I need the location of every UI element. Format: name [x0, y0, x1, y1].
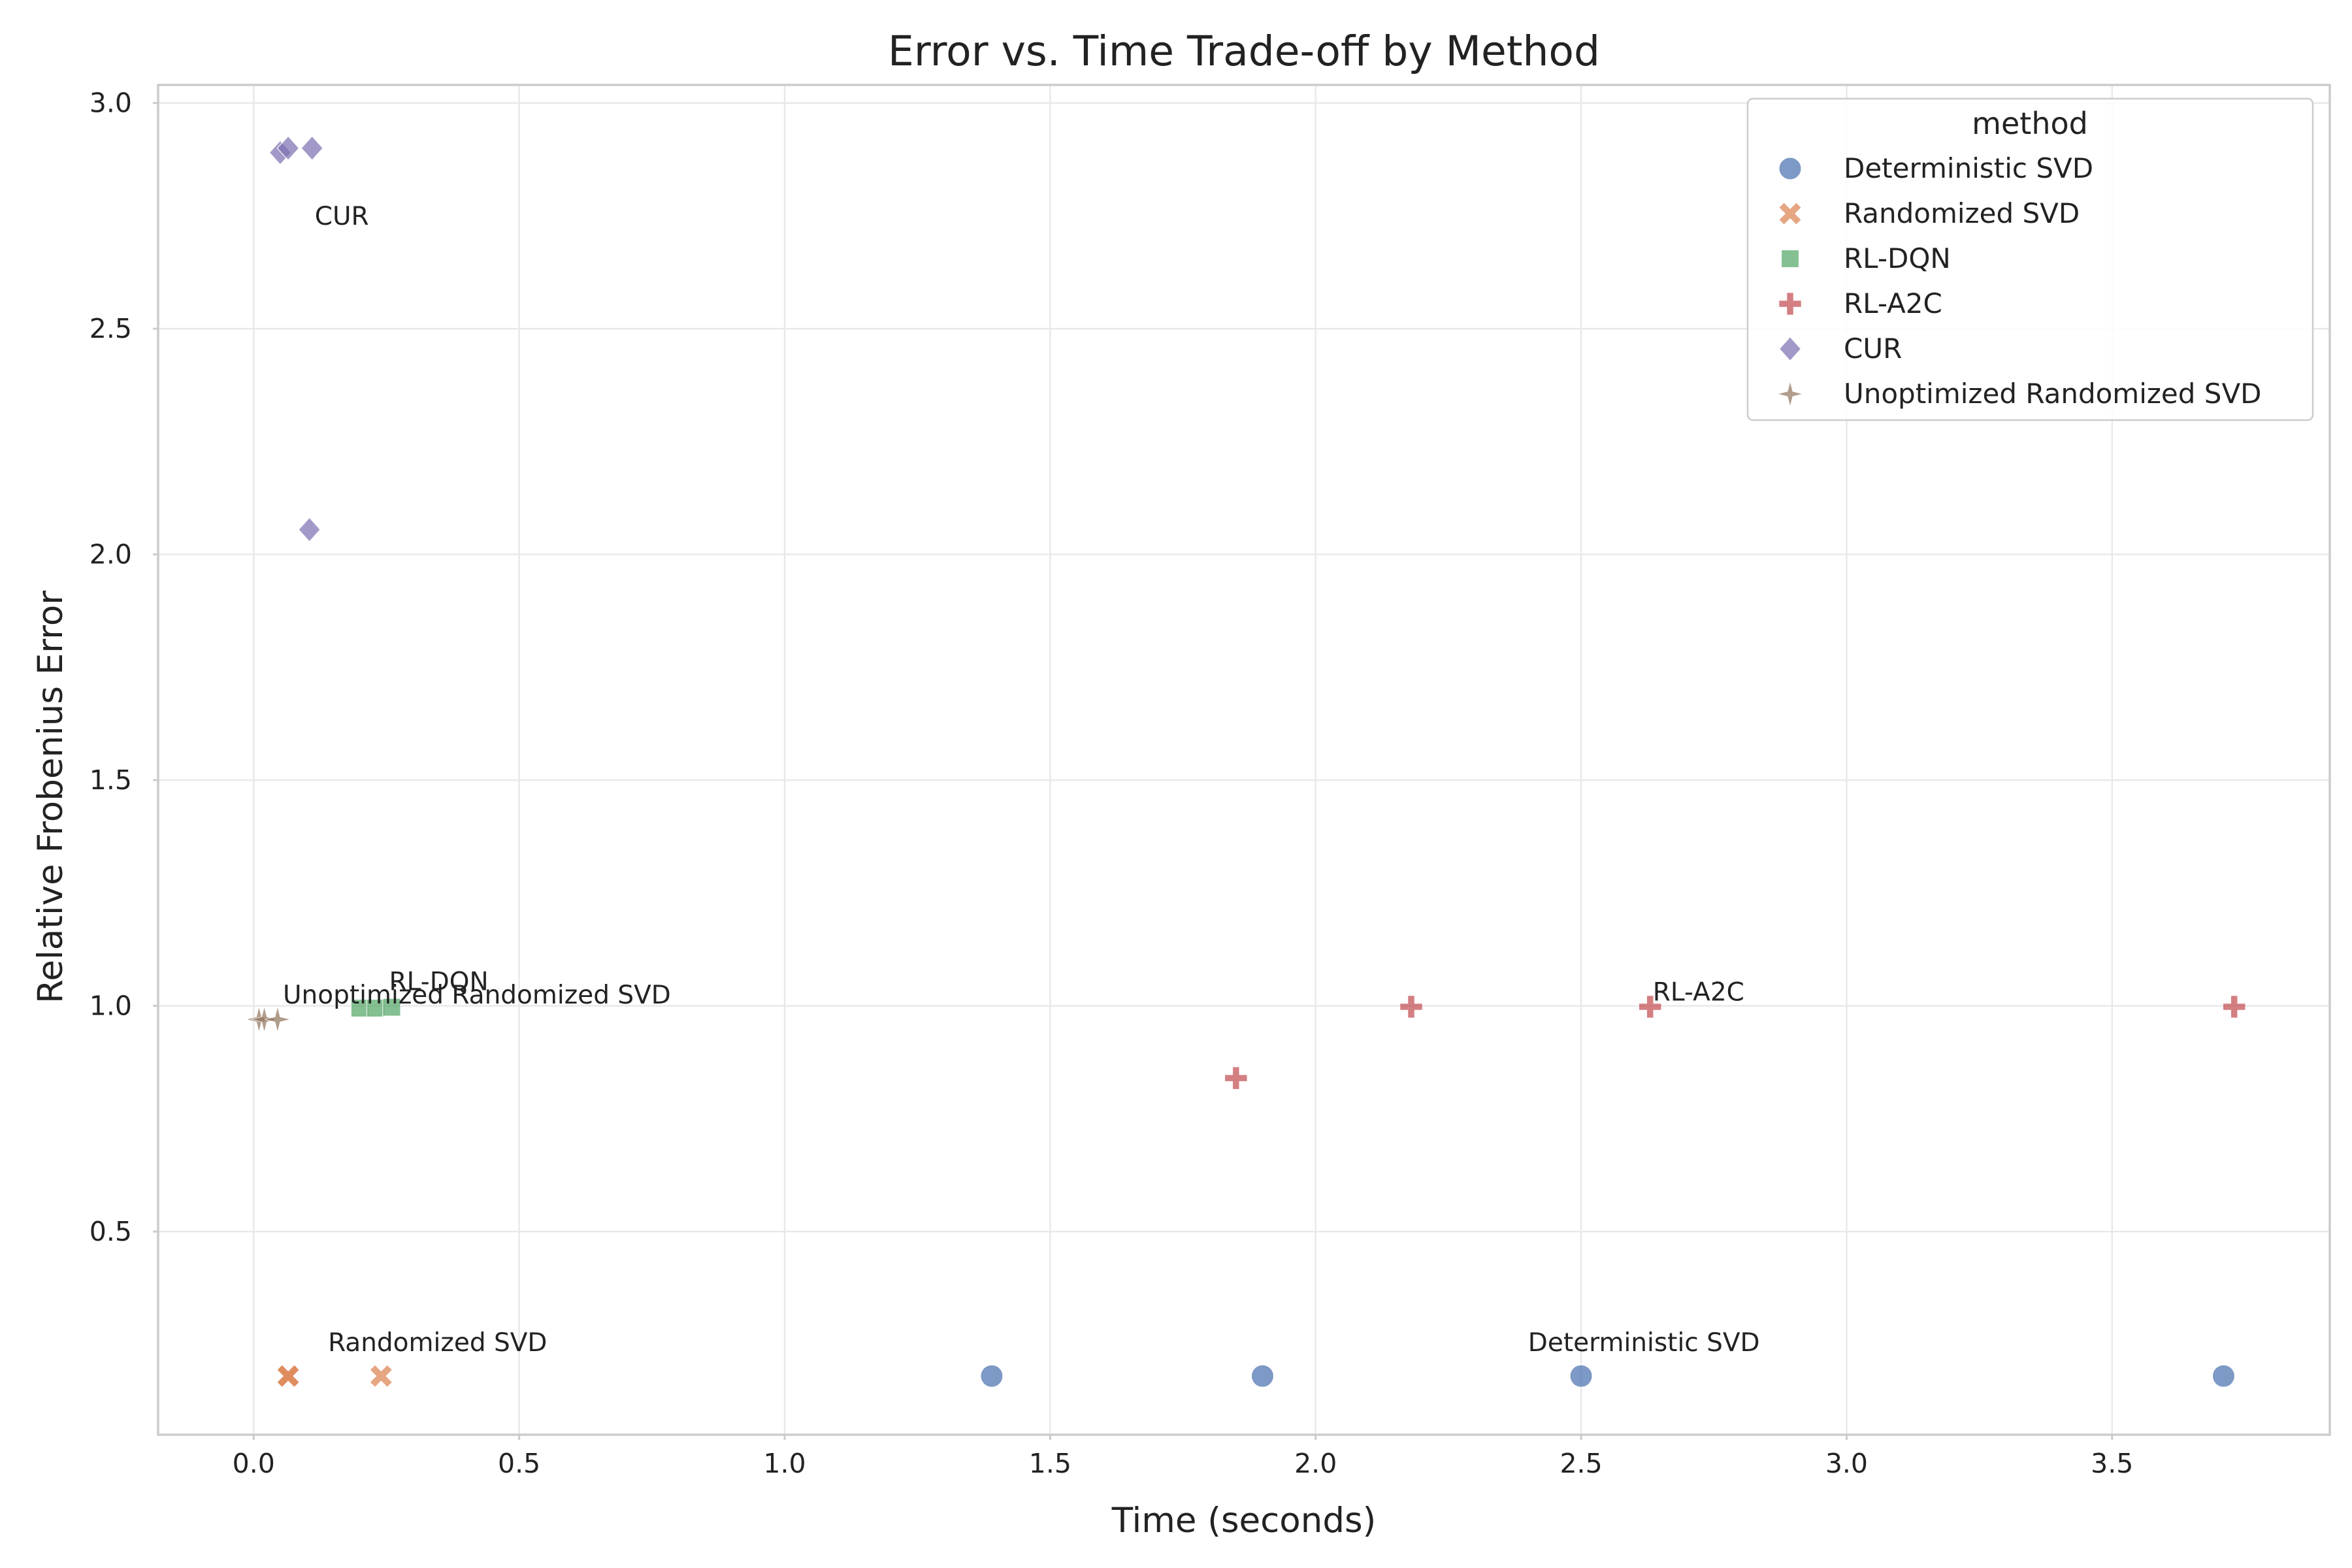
legend-marker [1776, 380, 1804, 408]
annotation-label: Randomized SVD [328, 1328, 547, 1358]
data-points [246, 135, 2246, 1388]
axis-ticks: 0.0 0.5 1.0 1.5 2.0 2.5 3.0 3.5 0.5 1.0 1.5 2.0 2.5 3… [90, 88, 2134, 1479]
data-point-rl-dqn [382, 998, 402, 1017]
y-tick-label: 3.0 [90, 88, 132, 119]
y-tick-label: 1.5 [90, 764, 132, 796]
annotation-label: Unoptimized Randomized SVD [283, 981, 671, 1010]
annotation-label: CUR [315, 202, 369, 231]
data-point-cur [276, 135, 300, 161]
annotation-label: Deterministic SVD [1528, 1328, 1760, 1358]
y-tick-label: 0.5 [90, 1216, 132, 1247]
data-point-rl-a2c [1400, 996, 1422, 1018]
x-tick-label: 1.5 [1029, 1448, 1071, 1479]
x-tick-label: 2.5 [1560, 1448, 1602, 1479]
x-tick-label: 3.5 [2091, 1448, 2133, 1479]
chart-title: Error vs. Time Trade-off by Method [888, 27, 1600, 75]
data-point-rl-dqn [350, 998, 370, 1018]
data-point-unoptimized-randomized-svd [264, 1006, 291, 1033]
x-tick-label: 0.0 [233, 1448, 275, 1479]
y-tick-label: 2.0 [90, 539, 132, 570]
data-point-randomized-svd [370, 1365, 392, 1387]
x-tick-label: 1.0 [763, 1448, 806, 1479]
x-tick-label: 2.0 [1294, 1448, 1337, 1479]
data-point-deterministic-svd [2211, 1364, 2236, 1388]
legend-box [1746, 97, 2314, 421]
legend-label: Unoptimized Randomized SVD [1844, 378, 2262, 410]
x-tick-label: 0.5 [498, 1448, 540, 1479]
legend-marker [1778, 156, 1803, 181]
annotation-label: RL-DQN [389, 967, 489, 996]
data-point-deterministic-svd [1569, 1364, 1593, 1388]
data-point-deterministic-svd [979, 1364, 1004, 1388]
plot-frame [157, 84, 2331, 1436]
legend-marker [1778, 336, 1802, 362]
legend: method Deterministic SVD Randomized SVD RL… [1746, 97, 2314, 421]
data-point-rl-a2c [1639, 996, 1661, 1018]
data-point-cur [297, 516, 321, 543]
annotation-label: RL-A2C [1653, 977, 1744, 1007]
data-point-rl-a2c [1225, 1067, 1247, 1089]
data-point-rl-a2c [2223, 996, 2246, 1018]
y-axis-label: Relative Frobenius Error [31, 591, 71, 1004]
legend-marker [1779, 203, 1801, 225]
x-tick-label: 3.0 [1825, 1448, 1868, 1479]
legend-label: RL-A2C [1844, 287, 1942, 319]
legend-title: method [1972, 106, 2088, 141]
x-axis-label: Time (seconds) [1111, 1501, 1377, 1541]
data-point-deterministic-svd [1250, 1364, 1275, 1388]
legend-label: Randomized SVD [1844, 197, 2080, 229]
y-tick-label: 2.5 [90, 313, 132, 344]
legend-marker [1779, 293, 1801, 315]
legend-label: RL-DQN [1844, 242, 1951, 274]
legend-marker [1780, 249, 1800, 269]
legend-label: CUR [1844, 333, 1902, 365]
data-point-randomized-svd [277, 1365, 299, 1387]
legend-label: Deterministic SVD [1844, 152, 2093, 184]
data-point-cur [300, 135, 324, 161]
y-tick-label: 1.0 [90, 990, 132, 1022]
